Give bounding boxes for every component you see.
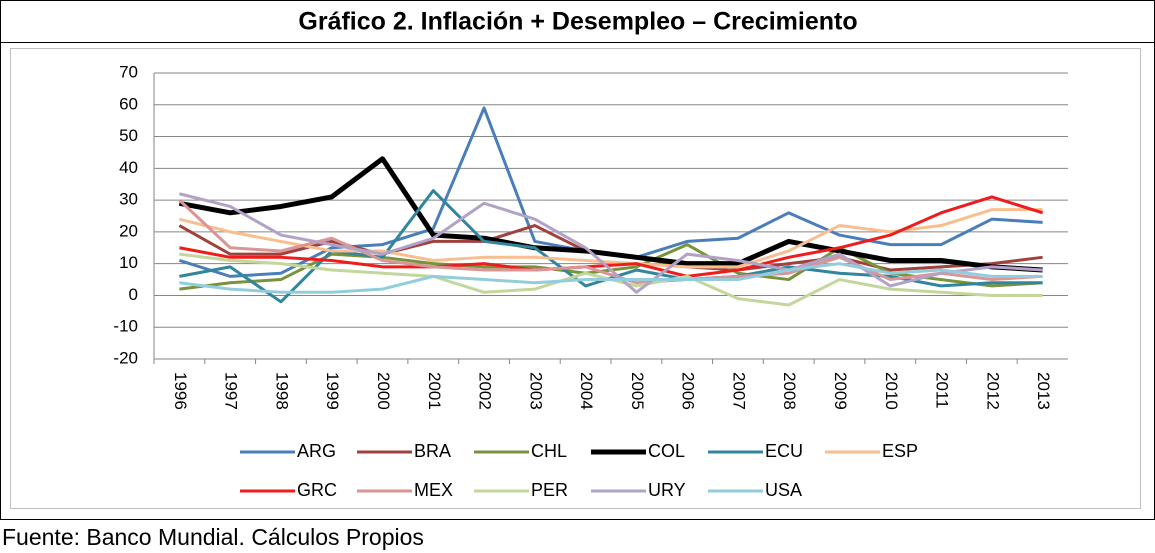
x-tick-label: 2013 (1034, 372, 1053, 410)
legend-label: PER (531, 480, 568, 500)
y-tick-label: 70 (119, 62, 138, 81)
x-tick-label: 2002 (476, 372, 495, 410)
x-tick-label: 2007 (729, 372, 748, 410)
x-tick-label: 2003 (526, 372, 545, 410)
x-tick-label: 1997 (222, 372, 241, 410)
x-tick-label: 2001 (425, 372, 444, 410)
y-tick-label: 10 (119, 253, 138, 272)
y-tick-label: 60 (119, 94, 138, 113)
legend-label: CHL (531, 441, 567, 461)
legend-label: URY (648, 480, 686, 500)
y-tick-label: 0 (129, 285, 138, 304)
series-line (178, 156, 1043, 273)
x-tick-label: 1998 (272, 372, 291, 410)
x-tick-label: 2004 (577, 372, 596, 410)
y-tick-label: -10 (113, 317, 138, 336)
legend-label: USA (765, 480, 802, 500)
x-tick-label: 2000 (374, 372, 393, 410)
y-tick-label: 30 (119, 190, 138, 209)
legend-label: ARG (297, 441, 336, 461)
legend-label: MEX (414, 480, 453, 500)
y-tick-label: 40 (119, 158, 138, 177)
legend-label: COL (648, 441, 685, 461)
chart-title: Gráfico 2. Inflación + Desempleo – Creci… (298, 8, 857, 36)
x-tick-label: 1999 (323, 372, 342, 410)
series-line (179, 262, 1043, 294)
y-tick-label: 50 (119, 126, 138, 145)
series-line (179, 195, 1044, 278)
x-tick-label: 1996 (171, 372, 190, 410)
x-tick-label: 2009 (831, 372, 850, 410)
legend-label: ECU (765, 441, 803, 461)
series-line (179, 192, 1043, 294)
source-note: Fuente: Banco Mundial. Cálculos Propios (2, 524, 424, 550)
x-tick-label: 2012 (983, 372, 1002, 410)
x-tick-label: 2005 (628, 372, 647, 410)
series-line (178, 199, 1043, 285)
legend-label: ESP (882, 441, 918, 461)
legend-label: GRC (297, 480, 337, 500)
x-tick-label: 2008 (780, 372, 799, 410)
y-tick-label: -20 (113, 348, 138, 367)
legend-label: BRA (414, 441, 451, 461)
y-tick-label: 20 (119, 221, 138, 240)
x-tick-label: 2006 (679, 372, 698, 410)
x-tick-label: 2011 (933, 372, 952, 409)
x-tick-label: 2010 (882, 372, 901, 410)
